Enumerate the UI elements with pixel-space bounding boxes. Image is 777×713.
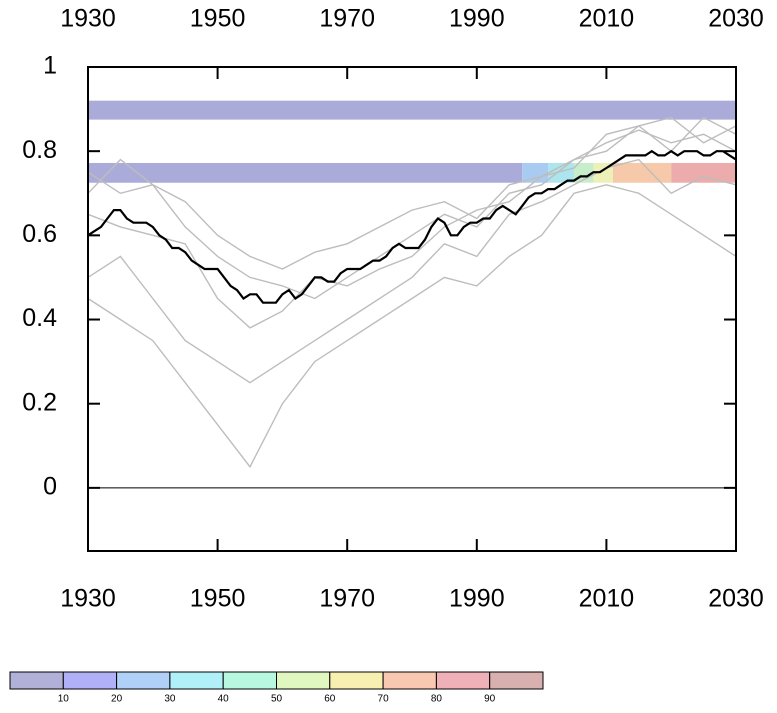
y-tick-label: 0 bbox=[43, 472, 57, 500]
x-tick-label-top: 1930 bbox=[60, 5, 116, 33]
x-tick-label: 1930 bbox=[60, 585, 116, 613]
y-tick-label: 1 bbox=[43, 52, 57, 80]
band bbox=[671, 162, 736, 183]
colorbar-box bbox=[329, 671, 384, 690]
colorbar-label: 40 bbox=[218, 694, 230, 705]
colorbar-label: 10 bbox=[58, 694, 70, 705]
colorbar-label: 70 bbox=[378, 694, 390, 705]
colorbar-box bbox=[169, 671, 224, 690]
band bbox=[522, 162, 549, 183]
y-tick-label: 0.8 bbox=[22, 136, 57, 164]
colorbar-label: 50 bbox=[271, 694, 283, 705]
colorbar-box bbox=[435, 671, 491, 690]
colorbar-label: 20 bbox=[111, 694, 123, 705]
x-tick-label-top: 2010 bbox=[579, 5, 635, 33]
series-line bbox=[87, 149, 737, 304]
plot-frame bbox=[87, 66, 737, 552]
x-tick-label: 1950 bbox=[190, 585, 246, 613]
series-line bbox=[87, 116, 737, 329]
y-tick-label: 0.4 bbox=[22, 304, 57, 332]
colorbar-box bbox=[222, 671, 277, 690]
x-tick-label-top: 1970 bbox=[319, 5, 375, 33]
y-tick-label: 0.6 bbox=[22, 220, 57, 248]
x-tick-label-top: 2030 bbox=[708, 5, 764, 33]
y-tick-label: 0.2 bbox=[22, 388, 57, 416]
colorbar-label: 60 bbox=[324, 694, 336, 705]
band bbox=[88, 100, 736, 120]
band bbox=[88, 162, 523, 183]
x-tick-label: 2030 bbox=[708, 585, 764, 613]
x-tick-label-top: 1990 bbox=[449, 5, 505, 33]
colorbar-label: 30 bbox=[164, 694, 176, 705]
colorbar-box bbox=[276, 671, 331, 690]
colorbar-box bbox=[489, 671, 544, 690]
colorbar-box bbox=[382, 671, 437, 690]
x-tick-label: 1970 bbox=[319, 585, 375, 613]
colorbar-label: 80 bbox=[431, 694, 443, 705]
band bbox=[548, 162, 574, 183]
colorbar-box bbox=[62, 671, 118, 690]
series-line bbox=[87, 158, 737, 384]
x-tick-label-top: 1950 bbox=[190, 5, 246, 33]
x-tick-label: 1990 bbox=[449, 585, 505, 613]
colorbar-box bbox=[116, 671, 171, 690]
band bbox=[612, 162, 672, 183]
colorbar-box bbox=[9, 671, 64, 690]
colorbar-label: 90 bbox=[484, 694, 496, 705]
series-line bbox=[87, 116, 737, 270]
series-line bbox=[87, 184, 737, 469]
x-tick-label: 2010 bbox=[579, 585, 635, 613]
